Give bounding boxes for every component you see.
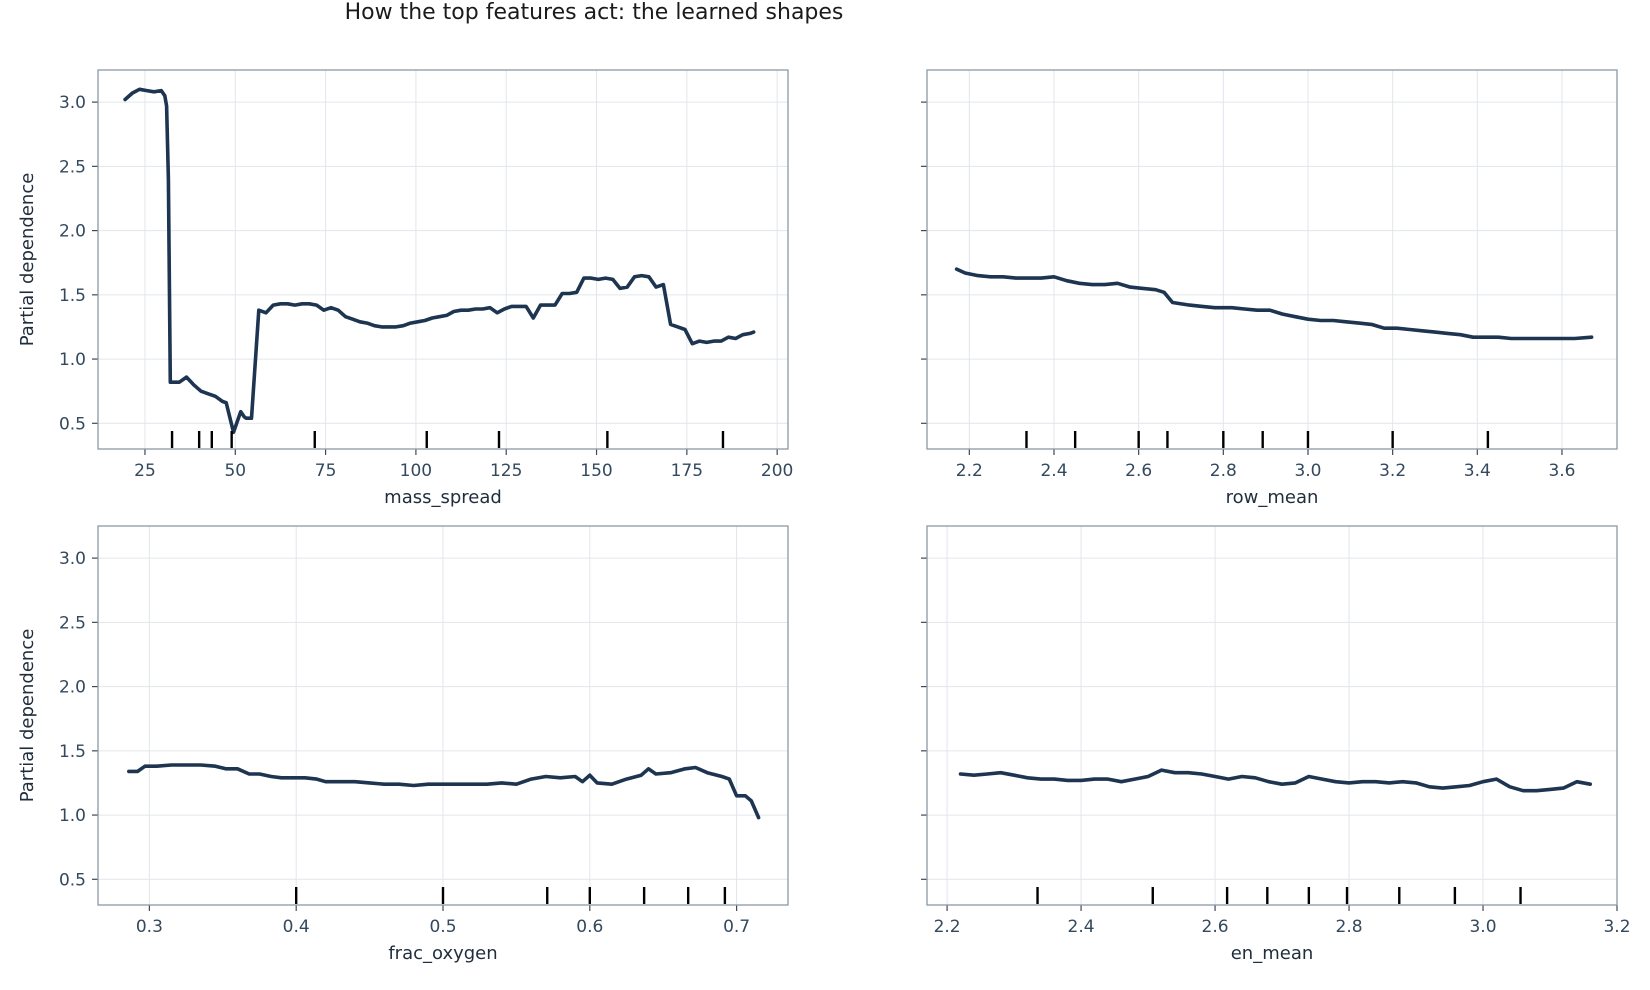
axes-frame [97, 525, 789, 906]
x-tick-label: 3.2 [1379, 461, 1406, 481]
y-tick-label: 1.0 [59, 350, 86, 370]
y-tick-label: 2.5 [59, 613, 86, 633]
x-tick-label: 2.2 [934, 917, 961, 937]
y-tick-label: 1.5 [59, 742, 86, 762]
x-tick-label: 100 [400, 461, 432, 481]
x-tick-label: 3.0 [1469, 917, 1496, 937]
x-tick-label: 0.6 [576, 917, 603, 937]
x-tick-label: 150 [580, 461, 612, 481]
x-tick-label: 0.7 [723, 917, 750, 937]
panel-frac_oxygen: 0.3 0.4 0.5 0.6 0.7 0.5 1.0 1.5 2.0 2.5 3.0 frac_ox… [17, 525, 789, 964]
x-tick-label: 3.2 [1603, 917, 1630, 937]
partial-dependence-line [127, 763, 761, 820]
y-tick-label: 0.5 [59, 414, 86, 434]
panel-mass_spread: 25 50 75 100 125 150 175 200 0.5 1.0 1.5 2.0 2.5 3.0 m… [17, 69, 793, 508]
partial-dependence-line [123, 87, 756, 435]
x-tick-label: 0.3 [136, 917, 163, 937]
panel-row_mean: 2.2 2.4 2.6 2.8 3.0 3.2 3.4 3.6 row_mean [921, 69, 1618, 508]
x-tick-label: 125 [490, 461, 522, 481]
x-tick-label: 2.8 [1210, 461, 1237, 481]
x-tick-label: 2.6 [1125, 461, 1152, 481]
x-tick-label: 2.4 [1040, 461, 1067, 481]
y-axis-label: Partial dependence [17, 629, 38, 803]
y-tick-label: 3.0 [59, 549, 86, 569]
y-tick-label: 2.0 [59, 222, 86, 242]
y-axis-label: Partial dependence [17, 173, 38, 347]
x-tick-label: 3.6 [1548, 461, 1575, 481]
partial-dependence-line [954, 267, 1594, 341]
x-axis-label: mass_spread [384, 487, 502, 508]
axes-frame [97, 69, 789, 450]
y-tick-label: 2.5 [59, 157, 86, 177]
x-tick-label: 50 [224, 461, 246, 481]
x-axis-label: en_mean [1231, 943, 1314, 964]
figure-title: How the top features act: the learned sh… [345, 0, 844, 25]
x-tick-label: 25 [134, 461, 156, 481]
x-tick-label: 2.2 [956, 461, 983, 481]
x-axis-label: frac_oxygen [388, 943, 497, 964]
x-axis-label: row_mean [1226, 487, 1319, 508]
x-tick-label: 2.6 [1202, 917, 1229, 937]
x-tick-label: 3.0 [1294, 461, 1321, 481]
x-tick-label: 3.4 [1464, 461, 1491, 481]
x-tick-label: 0.5 [429, 917, 456, 937]
y-tick-label: 1.0 [59, 806, 86, 826]
x-tick-label: 0.4 [283, 917, 310, 937]
x-tick-label: 2.8 [1336, 917, 1363, 937]
x-tick-label: 75 [315, 461, 337, 481]
y-tick-label: 1.5 [59, 286, 86, 306]
y-tick-label: 3.0 [59, 93, 86, 113]
axes-frame [926, 525, 1618, 906]
x-tick-label: 200 [761, 461, 793, 481]
y-tick-label: 0.5 [59, 870, 86, 890]
x-tick-label: 2.4 [1068, 917, 1095, 937]
partial-dependence-line [958, 768, 1592, 793]
panel-en_mean: 2.2 2.4 2.6 2.8 3.0 3.2 en_mean [921, 525, 1631, 964]
panels: 25 50 75 100 125 150 175 200 0.5 1.0 1.5 2.0 2.5 3.0 m… [17, 69, 1631, 964]
axes-frame [926, 69, 1618, 450]
x-tick-label: 175 [671, 461, 703, 481]
y-tick-label: 2.0 [59, 678, 86, 698]
